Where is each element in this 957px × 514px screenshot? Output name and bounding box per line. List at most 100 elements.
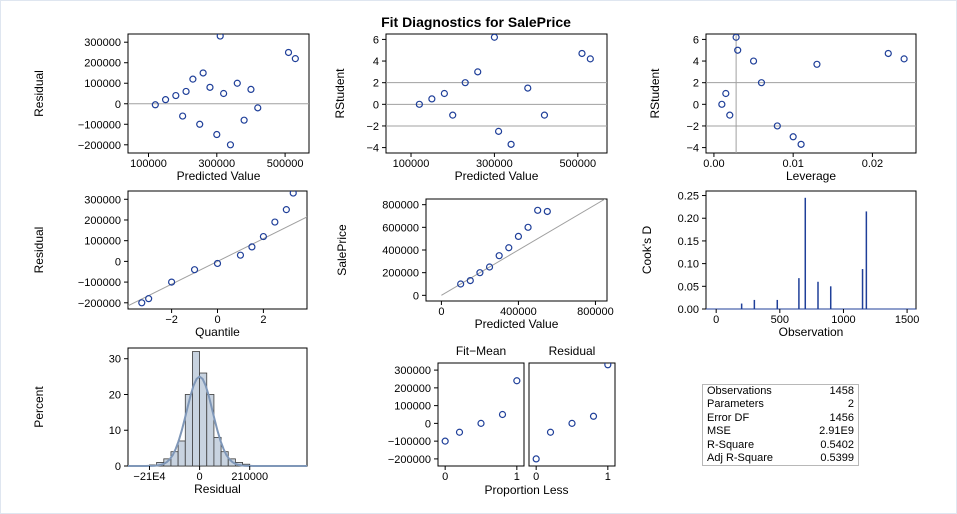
p2-xtick-label: 300000 <box>476 158 513 170</box>
p1-xtick-label: 300000 <box>198 158 235 170</box>
p1-xlabel: Predicted Value <box>177 169 261 183</box>
stats-value: 0.5402 <box>820 438 854 451</box>
residual-predicted-point <box>254 104 262 112</box>
p1-ytick-label: −200000 <box>78 140 121 152</box>
histogram-bar <box>170 451 179 467</box>
p6-xtick-label: 0 <box>713 314 719 326</box>
panel-cooks-d <box>705 190 917 310</box>
panel-rstudent-predicted <box>385 33 608 154</box>
p5-ylabel: SalePrice <box>335 224 349 276</box>
p1-ytick-label: 100000 <box>84 78 121 90</box>
qq-point <box>213 259 222 268</box>
observed-predicted-point <box>514 232 523 240</box>
qq-reference-line <box>128 216 307 307</box>
residual-predicted-point <box>196 120 204 128</box>
p4-ytick-label: −200000 <box>78 298 121 310</box>
fit-mean-spread-point <box>513 377 521 385</box>
p6-ytick-label: 0.05 <box>678 281 699 293</box>
stats-label: Error DF <box>707 411 750 424</box>
residual-predicted-point <box>213 130 221 139</box>
rstudent-predicted-point <box>524 84 532 92</box>
histogram-bar <box>177 440 186 467</box>
p3-ytick-label: 2 <box>693 78 699 90</box>
p7-ylabel: Percent <box>32 386 46 428</box>
stats-value: 2 <box>847 398 854 411</box>
residual-predicted-point <box>233 79 241 87</box>
qq-point <box>138 299 146 307</box>
rstudent-predicted-point <box>578 49 586 58</box>
p2-ytick-label: −2 <box>366 121 379 133</box>
p6-ylabel: Cook's D <box>640 226 654 275</box>
qq-point <box>248 243 256 251</box>
rstudent-leverage-point <box>900 55 908 63</box>
rstudent-predicted-point <box>415 100 423 108</box>
residual-predicted-point <box>291 55 299 63</box>
p4-xtick-label: −2 <box>165 314 178 326</box>
fit-mean-spread-point <box>455 428 464 436</box>
residual-predicted-point <box>247 85 255 93</box>
qq-point <box>259 232 267 241</box>
residual-predicted-point <box>220 89 228 98</box>
rstudent-leverage-point <box>749 57 758 65</box>
p8-ytick-label: 300000 <box>394 365 431 377</box>
p3-xtick-label: 0.00 <box>703 158 724 170</box>
p4-xlabel: Quantile <box>195 325 240 339</box>
fit-mean-spread-point <box>498 410 507 419</box>
p4-xtick-label: 0 <box>214 314 220 326</box>
p3-ytick-label: 6 <box>693 34 699 46</box>
p8-xlabel: Proportion Less <box>484 483 568 497</box>
p6-xtick-label: 1500 <box>895 314 919 326</box>
qq-point <box>145 295 153 303</box>
rstudent-leverage-point <box>813 60 821 68</box>
residual-predicted-points <box>151 34 299 149</box>
residual-predicted-point <box>189 75 197 83</box>
fit-statistics-table: Observations 1458 Parameters 2 Error DF … <box>702 384 859 467</box>
qq-point <box>236 251 245 259</box>
p2-xtick-label: 500000 <box>559 158 596 170</box>
observed-predicted-point <box>534 206 542 214</box>
p5-ytick-label: 0 <box>413 290 419 302</box>
residual-predicted-point <box>226 141 235 149</box>
p7-xtick-label: 0 <box>197 471 203 483</box>
observed-predicted-point <box>495 252 503 260</box>
p8-ytick-label: 100000 <box>394 401 431 413</box>
rstudent-predicted-point <box>507 140 515 148</box>
residual-spread-point <box>532 455 540 463</box>
stats-value: 2.91E9 <box>819 425 854 438</box>
p8-ytick-label: 200000 <box>394 383 431 395</box>
p4-ytick-label: −100000 <box>78 277 121 289</box>
p6-xtick-label: 500 <box>771 314 789 326</box>
p8-xtick-label: 0 <box>442 471 448 483</box>
rstudent-leverage-point <box>797 140 805 148</box>
p2-xlabel: Predicted Value <box>455 169 539 183</box>
stats-value: 0.5399 <box>820 451 854 464</box>
panel-spread-fit-mean <box>437 362 525 467</box>
rstudent-predicted-point <box>586 55 594 63</box>
panel-spread-residual <box>528 362 616 467</box>
p5-ytick-label: 600000 <box>382 222 419 234</box>
rstudent-predicted-points <box>415 34 594 148</box>
residual-spread-point <box>546 428 555 436</box>
p4-ytick-label: 200000 <box>84 215 121 227</box>
rstudent-predicted-point <box>428 95 436 103</box>
p1-xtick-label: 100000 <box>130 158 167 170</box>
p6-ytick-label: 0.15 <box>678 236 699 248</box>
qq-point <box>168 278 176 286</box>
p1-ytick-label: 200000 <box>84 58 121 70</box>
residual-spread-points <box>532 363 612 463</box>
p2-ytick-label: 2 <box>373 78 379 90</box>
p7-ytick-label: 30 <box>109 354 121 366</box>
p1-ytick-label: −100000 <box>78 119 121 131</box>
p7-ytick-label: 0 <box>115 461 121 473</box>
stats-row: R-Square 0.5402 <box>703 439 858 452</box>
panel-qq-plot <box>127 190 308 310</box>
p5-xlabel: Predicted Value <box>475 317 559 331</box>
p3-ytick-label: −4 <box>686 143 699 155</box>
p5-xtick-label: 0 <box>438 306 444 318</box>
residual-spread-point <box>568 419 576 427</box>
p2-ytick-label: 0 <box>373 99 379 111</box>
stats-value: 1456 <box>829 411 854 424</box>
p2-xtick-label: 100000 <box>393 158 430 170</box>
p7-xtick-label: 210000 <box>231 471 268 483</box>
